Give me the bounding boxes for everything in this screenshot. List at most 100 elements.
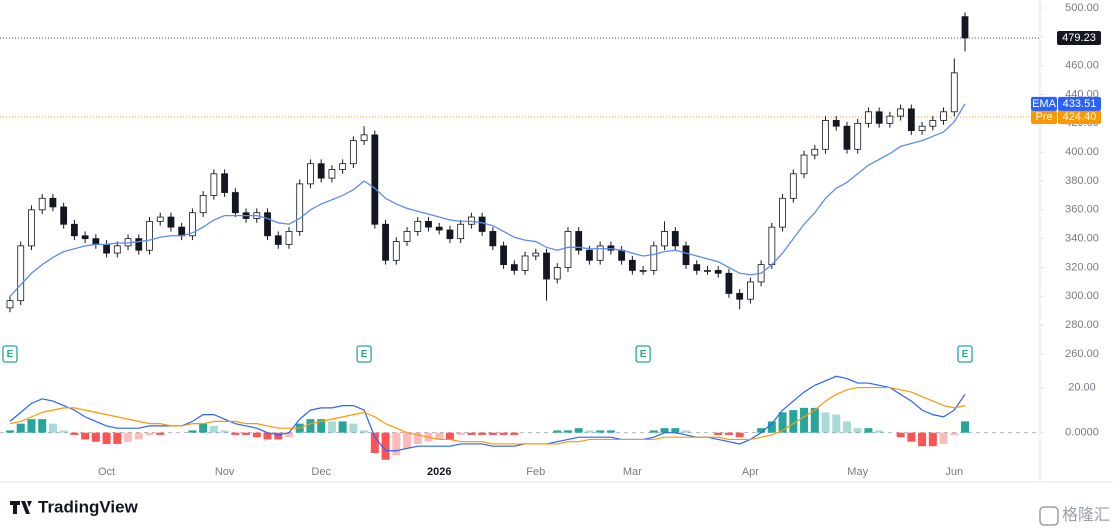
candle-body bbox=[693, 264, 701, 271]
candle-body bbox=[596, 245, 604, 261]
candle-body bbox=[714, 269, 722, 274]
histogram-bar bbox=[553, 430, 562, 433]
candle-body bbox=[950, 72, 958, 113]
candle-body bbox=[446, 229, 454, 240]
candle-body bbox=[865, 111, 872, 124]
histogram-bar bbox=[91, 432, 100, 442]
histogram-bar bbox=[413, 432, 422, 444]
histogram-bar bbox=[16, 423, 25, 433]
candle-body bbox=[478, 216, 486, 232]
histogram-bar bbox=[896, 432, 905, 438]
candle-body bbox=[510, 264, 518, 271]
histogram-bar bbox=[199, 423, 208, 433]
candle-body bbox=[38, 197, 46, 211]
candle-body bbox=[60, 206, 68, 225]
histogram-bar bbox=[563, 430, 572, 433]
candle-body bbox=[736, 293, 744, 300]
candle-body bbox=[650, 245, 658, 271]
last-price-label: 479.23 bbox=[1062, 32, 1096, 44]
histogram-bar bbox=[499, 432, 508, 435]
histogram-bar bbox=[660, 428, 669, 433]
candle-body bbox=[929, 120, 937, 127]
histogram-bar bbox=[188, 430, 197, 433]
histogram-bar bbox=[606, 430, 615, 433]
histogram-bar bbox=[317, 419, 326, 433]
histogram-bar bbox=[714, 432, 723, 435]
candle-body bbox=[586, 249, 593, 261]
candle-body bbox=[961, 16, 969, 39]
histogram-bar bbox=[70, 432, 79, 435]
histogram-bar bbox=[821, 412, 830, 433]
candle-body bbox=[907, 108, 915, 131]
candle-body bbox=[811, 148, 819, 156]
candle-body bbox=[618, 249, 626, 261]
candle-body bbox=[17, 245, 25, 302]
histogram-bar bbox=[327, 421, 336, 433]
histogram-bar bbox=[488, 432, 497, 435]
histogram-bar bbox=[27, 419, 36, 433]
candle-body bbox=[532, 252, 540, 257]
histogram-bar bbox=[649, 430, 658, 433]
candle-body bbox=[392, 241, 400, 261]
histogram-bar bbox=[81, 432, 90, 440]
candle-body bbox=[661, 231, 668, 247]
x-tick-label: Mar bbox=[623, 466, 642, 478]
candle-body bbox=[468, 216, 475, 225]
candle-body bbox=[918, 125, 926, 131]
histogram-bar bbox=[864, 428, 873, 433]
candle-body bbox=[189, 212, 196, 237]
candle-body bbox=[854, 122, 862, 150]
candle-body bbox=[146, 220, 153, 251]
x-tick-label: Apr bbox=[742, 466, 759, 478]
y-tick-label: 300.00 bbox=[1065, 290, 1099, 302]
candle-body bbox=[886, 115, 894, 124]
histogram-bar bbox=[456, 432, 465, 435]
x-tick-label: Oct bbox=[98, 466, 115, 478]
ema-line bbox=[9, 103, 966, 297]
y-tick-label: 360.00 bbox=[1065, 204, 1099, 216]
candle-body bbox=[832, 120, 840, 127]
histogram-bar bbox=[767, 421, 776, 433]
y-tick-label: 20.00 bbox=[1068, 381, 1096, 393]
y-tick-label: 380.00 bbox=[1065, 175, 1099, 187]
histogram-bar bbox=[735, 432, 744, 438]
histogram-bar bbox=[252, 432, 261, 438]
candle-body bbox=[81, 235, 89, 240]
reference-value-box bbox=[1058, 109, 1101, 124]
earnings-label: E bbox=[7, 349, 14, 360]
histogram-bar bbox=[231, 432, 240, 435]
candle-body bbox=[317, 163, 325, 179]
histogram-bar bbox=[918, 432, 927, 447]
candle-body bbox=[210, 173, 218, 196]
y-tick-label: 340.00 bbox=[1065, 233, 1099, 245]
candle-body bbox=[553, 267, 561, 280]
candle-body bbox=[822, 120, 829, 150]
histogram-bar bbox=[113, 432, 122, 444]
candle-body bbox=[339, 163, 347, 170]
candle-body bbox=[167, 216, 175, 228]
x-tick-label: Feb bbox=[526, 466, 545, 478]
candle-body bbox=[349, 140, 357, 165]
histogram-bar bbox=[585, 430, 594, 433]
candle-body bbox=[199, 195, 207, 214]
histogram-bar bbox=[338, 421, 347, 433]
histogram-bar bbox=[907, 432, 916, 442]
brand: TradingView bbox=[38, 497, 139, 516]
candle-body bbox=[500, 245, 507, 266]
series-value: 433.51 bbox=[1063, 98, 1097, 110]
candle-body bbox=[725, 272, 733, 294]
histogram-bar bbox=[842, 421, 851, 433]
histogram-bar bbox=[435, 432, 444, 440]
histogram-bar bbox=[789, 410, 798, 433]
histogram-bar bbox=[800, 407, 809, 433]
reference-value: 424.40 bbox=[1063, 111, 1097, 123]
candle-body bbox=[296, 183, 304, 232]
candle-body bbox=[671, 231, 679, 247]
earnings-marker bbox=[957, 345, 973, 363]
y-tick-label: 280.00 bbox=[1065, 319, 1099, 331]
histogram-bar bbox=[950, 432, 959, 435]
x-tick-label: 2026 bbox=[427, 466, 451, 478]
histogram-bar bbox=[145, 432, 154, 435]
earnings-marker bbox=[635, 345, 651, 363]
histogram-bar bbox=[778, 412, 787, 433]
